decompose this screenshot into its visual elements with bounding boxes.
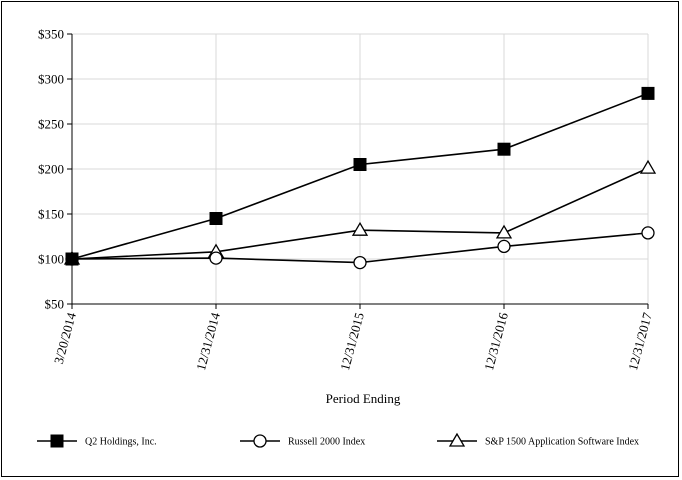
- data-point-marker: [209, 251, 223, 265]
- legend-marker: [253, 434, 267, 448]
- legend-label: Q2 Holdings, Inc.: [85, 437, 157, 448]
- y-tick-label: $300: [38, 72, 64, 87]
- data-point-marker: [497, 239, 511, 254]
- x-tick-label: 3/20/2014: [51, 310, 79, 365]
- y-tick-label: $100: [38, 252, 64, 267]
- y-tick-label: $150: [38, 207, 64, 222]
- data-point-marker: [639, 159, 657, 174]
- data-point-marker: [353, 158, 367, 171]
- y-tick-label: $250: [38, 117, 64, 132]
- x-tick-label: 12/31/2015: [337, 311, 367, 372]
- legend-marker: [50, 434, 64, 448]
- y-axis-ticks: $50 $100 $150 $200 $250 $300 $350: [38, 27, 72, 312]
- legend-label: S&P 1500 Application Software Index: [485, 437, 639, 448]
- data-point-marker: [497, 142, 511, 156]
- x-tick-label: 12/31/2016: [481, 310, 511, 372]
- series-lines: [63, 86, 657, 270]
- data-point-marker: [641, 226, 655, 240]
- y-tick-label: $350: [38, 27, 64, 42]
- data-point-marker: [351, 221, 369, 236]
- x-axis-ticks: 3/20/2014 12/31/2014 12/31/2015 12/31/2016 1…: [51, 304, 655, 372]
- legend-marker: [448, 432, 466, 447]
- legend: Q2 Holdings, Inc. Russell 2000 Index S&P 1…: [37, 432, 639, 448]
- data-point-marker: [353, 255, 367, 270]
- x-axis-title: Period Ending: [326, 391, 401, 406]
- data-point-marker: [65, 252, 79, 266]
- legend-item: Russell 2000 Index: [240, 434, 365, 448]
- data-point-marker: [209, 212, 223, 225]
- x-tick-label: 12/31/2014: [193, 310, 223, 372]
- legend-item: Q2 Holdings, Inc.: [37, 434, 157, 448]
- y-tick-label: $50: [45, 297, 65, 312]
- y-tick-label: $200: [38, 162, 64, 177]
- x-tick-label: 12/31/2017: [625, 310, 655, 372]
- legend-label: Russell 2000 Index: [288, 437, 365, 448]
- data-point-marker: [495, 224, 513, 239]
- legend-item: S&P 1500 Application Software Index: [437, 432, 639, 448]
- data-point-marker: [641, 86, 655, 100]
